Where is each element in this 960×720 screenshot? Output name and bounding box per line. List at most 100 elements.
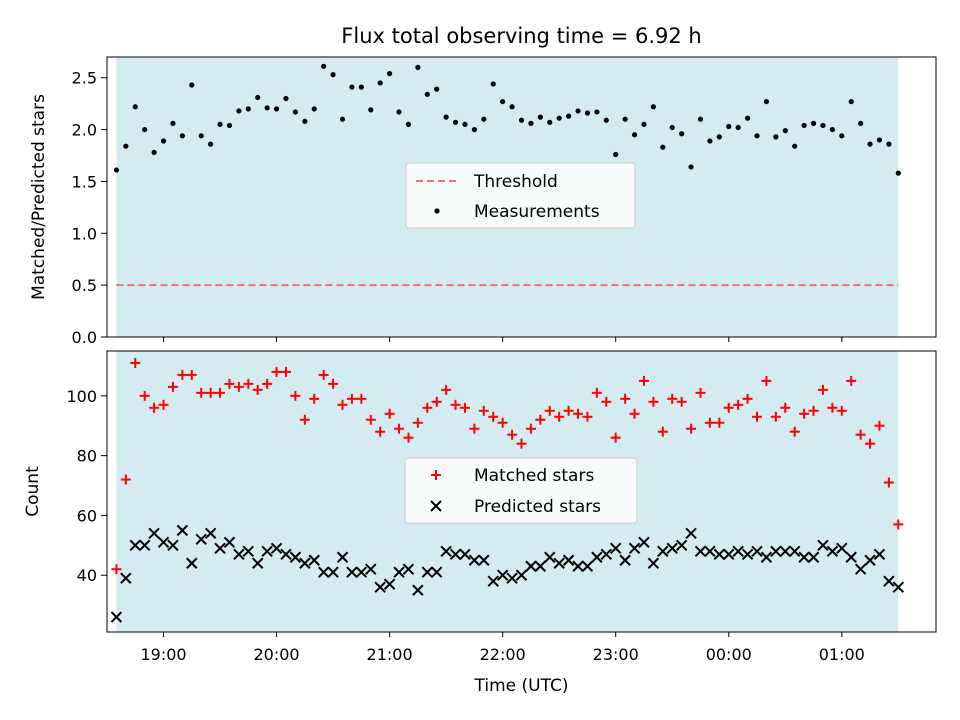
measurement-point	[500, 98, 506, 105]
top-x-ticks	[163, 337, 843, 342]
matched-star-point	[808, 405, 819, 416]
measurement-point	[735, 124, 741, 131]
matched-star-point	[601, 396, 612, 407]
measurement-point	[792, 143, 798, 149]
matched-star-point	[469, 423, 480, 434]
predicted-star-point	[666, 542, 678, 555]
measurement-point	[594, 109, 600, 115]
measurement-point	[189, 82, 195, 88]
predicted-star-point	[619, 554, 631, 566]
measurement-point	[518, 117, 525, 123]
x-tick-label: 20:00	[254, 645, 300, 664]
matched-star-point	[648, 396, 659, 407]
matched-star-point	[459, 402, 470, 413]
predicted-star-point	[280, 548, 292, 560]
predicted-star-point	[675, 539, 688, 552]
legend-measurements-label: Measurements	[474, 202, 600, 222]
matched-star-point	[309, 393, 320, 404]
matched-star-point	[130, 357, 141, 368]
predicted-star-point	[732, 545, 744, 557]
measurement-point	[471, 126, 477, 133]
predicted-star-point	[374, 581, 386, 593]
legend-cross-mark	[430, 500, 442, 512]
measurement-point	[537, 114, 543, 120]
predicted-star-point	[685, 527, 697, 540]
measurement-point	[744, 115, 751, 121]
matched-stars-series	[111, 357, 904, 575]
matched-star-point	[827, 402, 838, 413]
matched-star-point	[205, 387, 216, 398]
predicted-star-point	[336, 551, 349, 563]
predicted-star-point	[817, 539, 829, 552]
measurement-point	[387, 70, 393, 77]
predicted-star-point	[553, 557, 565, 569]
matched-star-point	[780, 402, 791, 413]
matched-star-point	[280, 366, 291, 377]
matched-star-point	[846, 375, 857, 386]
measurement-point	[716, 134, 722, 140]
matched-star-point	[695, 387, 706, 398]
measurement-point	[113, 167, 120, 173]
measurement-point	[848, 98, 854, 105]
predicted-star-point	[327, 566, 339, 578]
measurement-point	[603, 117, 609, 123]
matched-star-point	[507, 429, 518, 440]
measurement-point	[566, 113, 572, 119]
predicted-star-point	[581, 560, 594, 572]
measurement-point	[773, 134, 779, 140]
measurement-point	[509, 104, 515, 110]
y-tick-label: 1.0	[72, 224, 97, 243]
predicted-star-point	[609, 542, 622, 555]
predicted-star-point	[468, 554, 481, 566]
measurement-point	[245, 106, 251, 112]
predicted-star-point	[591, 551, 603, 563]
predicted-star-point	[157, 536, 170, 549]
measurement-point	[801, 122, 807, 129]
matched-star-point	[535, 414, 546, 425]
legend-matched-swatch	[431, 470, 441, 480]
x-tick-label: 21:00	[367, 645, 413, 664]
top-y-ticks: 0.0 0.5 1.0 1.5 2.0 2.5	[72, 69, 107, 347]
x-tick-label: 00:00	[706, 645, 752, 664]
predicted-star-point	[798, 551, 810, 563]
matched-star-point	[337, 399, 348, 410]
matched-star-point	[431, 396, 442, 407]
matched-star-point	[704, 417, 715, 428]
measurement-point	[198, 133, 204, 139]
bottom-plot-frame	[106, 350, 937, 633]
predicted-star-point	[449, 548, 462, 560]
measurement-point	[255, 94, 261, 101]
measurement-point	[452, 119, 459, 125]
predicted-star-point	[365, 563, 377, 575]
measurement-point	[575, 108, 581, 114]
measurement-point	[829, 126, 835, 133]
predicted-star-point	[431, 566, 443, 578]
predicted-star-point	[506, 572, 518, 584]
matched-star-point	[525, 423, 536, 434]
matched-star-point	[563, 405, 574, 416]
measurement-point	[660, 144, 666, 150]
matched-star-point	[883, 477, 894, 488]
matched-star-point	[638, 375, 649, 386]
predicted-star-point	[252, 557, 264, 569]
x-tick-label: 23:00	[593, 645, 639, 664]
measurement-point	[321, 63, 327, 69]
top-legend: Threshold Measurements	[405, 162, 636, 229]
measurements-series	[113, 63, 901, 176]
y-tick-label: 100	[66, 387, 97, 406]
predicted-star-point	[572, 560, 584, 572]
matched-star-point	[554, 411, 565, 422]
measurement-point	[876, 137, 883, 143]
matched-star-point	[686, 423, 697, 434]
predicted-star-point	[864, 554, 876, 566]
measurement-point	[236, 108, 242, 114]
predicted-star-point	[883, 575, 895, 587]
matched-star-point	[893, 519, 904, 530]
measurement-point	[264, 105, 270, 111]
top-y-axis-label: Matched/Predicted stars	[29, 94, 49, 300]
predicted-star-point	[694, 545, 707, 557]
measurement-point	[810, 120, 817, 126]
matched-star-point	[177, 369, 188, 380]
matched-star-point	[139, 390, 150, 401]
